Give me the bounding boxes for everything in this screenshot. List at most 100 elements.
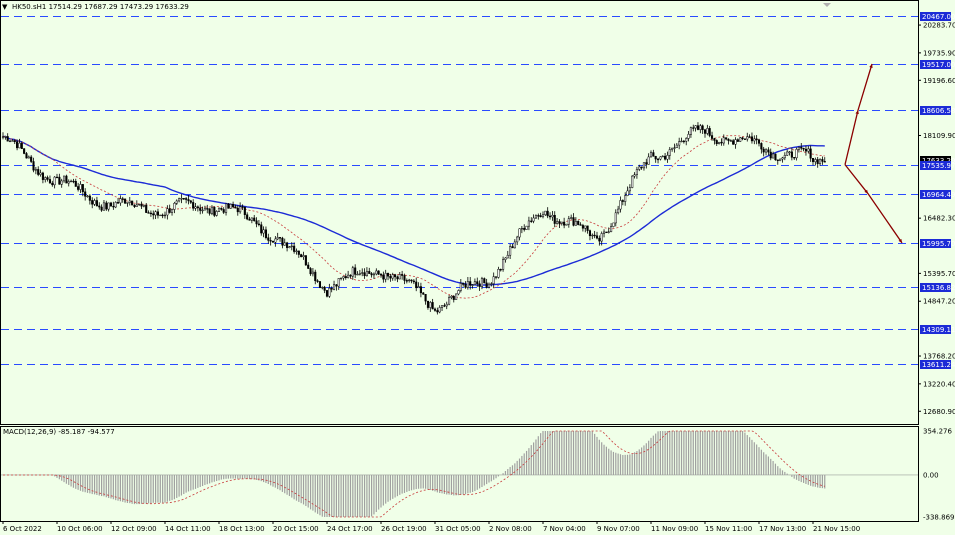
- candle-body: [79, 184, 82, 190]
- candle-body: [156, 211, 160, 216]
- candle-body: [452, 296, 455, 300]
- candle-body: [206, 208, 209, 210]
- level-label: 16964.49: [922, 191, 955, 199]
- candle-body: [781, 157, 784, 160]
- candle-body: [178, 198, 181, 202]
- candle-body: [274, 238, 277, 243]
- candle-body: [466, 281, 469, 288]
- candle-body: [27, 156, 30, 159]
- candle-body: [750, 136, 754, 142]
- candle-body: [459, 283, 462, 291]
- candle-body: [790, 151, 793, 158]
- candle-body: [107, 202, 110, 210]
- time-tick-label: 10 Oct 06:00: [57, 525, 103, 533]
- candle-body: [375, 270, 378, 275]
- candle-body: [340, 277, 343, 280]
- candle-body: [297, 250, 300, 255]
- arrowhead-icon: [855, 110, 859, 115]
- candle-body: [786, 151, 789, 156]
- candle-body: [494, 276, 498, 278]
- time-tick-label: 15 Nov 11:00: [705, 525, 752, 533]
- candle-body: [551, 214, 554, 218]
- candle-body: [548, 215, 552, 218]
- forecast-arrows[interactable]: [844, 63, 903, 244]
- price-tick-label: 19196.60: [923, 77, 955, 85]
- candle-body: [811, 158, 815, 163]
- candle-body: [51, 182, 54, 186]
- level-label: 13611.24: [922, 361, 955, 369]
- candle-body: [60, 180, 63, 185]
- candle-body: [185, 198, 188, 200]
- candle-body: [640, 166, 643, 169]
- candle-body: [112, 205, 115, 208]
- candle-body: [248, 218, 251, 221]
- candle-body: [821, 159, 824, 162]
- candle-body: [382, 274, 385, 280]
- macd-tick-label: 354.276: [923, 428, 952, 436]
- candle-body: [67, 181, 70, 184]
- candle-body: [194, 206, 197, 209]
- candle-body: [152, 213, 155, 216]
- candle-body: [546, 210, 549, 217]
- candle-body: [729, 140, 732, 142]
- candle-body: [725, 137, 728, 140]
- candle-body: [591, 234, 594, 237]
- candle-body: [295, 250, 298, 252]
- candle-body: [553, 214, 556, 224]
- candle-body: [65, 175, 68, 184]
- candle-body: [114, 202, 117, 208]
- candle-body: [257, 223, 260, 225]
- candle-body: [448, 297, 451, 305]
- candle-body: [328, 287, 331, 297]
- candle-body: [746, 136, 749, 140]
- candle-body: [278, 237, 282, 239]
- level-label-box: [920, 156, 951, 165]
- time-tick-label: 12 Oct 09:00: [111, 525, 157, 533]
- candle-body: [795, 149, 798, 159]
- candle-body: [457, 290, 460, 295]
- level-label-box: [920, 190, 951, 199]
- candle-body: [30, 156, 33, 162]
- candle-body: [293, 245, 296, 252]
- candle-body: [720, 141, 723, 144]
- candles: [1, 122, 826, 315]
- candle-body: [769, 151, 772, 159]
- collapse-arrow-icon[interactable]: ▼: [2, 3, 8, 11]
- macd-tick-label: 0.00: [923, 471, 939, 479]
- candle-body: [8, 140, 12, 143]
- candle-body: [595, 235, 599, 239]
- shift-marker-icon[interactable]: [823, 3, 831, 7]
- macd-label: MACD(12,26,9) -85.187 -94.577: [3, 428, 115, 436]
- candle-body: [196, 206, 199, 209]
- macd-tick-label: -338.869: [923, 514, 954, 522]
- candle-body: [664, 155, 667, 160]
- price-tick-label: 20283.70: [923, 22, 955, 30]
- candle-body: [586, 225, 589, 231]
- candle-body: [438, 307, 441, 313]
- candle-body: [300, 254, 303, 258]
- candle-body: [227, 203, 230, 209]
- candle-body: [614, 212, 617, 224]
- arrowhead-icon: [869, 64, 873, 68]
- candle-body: [37, 169, 40, 175]
- candle-body: [802, 147, 805, 150]
- level-label-box: [920, 283, 951, 292]
- candle-body: [239, 206, 242, 213]
- candle-body: [105, 202, 108, 210]
- candle-body: [342, 276, 345, 279]
- candle-body: [600, 233, 603, 242]
- candle-body: [72, 180, 75, 183]
- candle-body: [696, 125, 700, 130]
- candle-body: [819, 159, 822, 164]
- candle-body: [363, 272, 366, 277]
- candle-body: [379, 274, 383, 276]
- candle-body: [793, 157, 796, 159]
- candle-body: [396, 276, 399, 280]
- candle-body: [490, 283, 493, 285]
- price-tick-label: 18109.90: [923, 132, 955, 140]
- candle-body: [635, 169, 638, 175]
- level-label: 15995.70: [922, 240, 955, 248]
- level-label: 20467.00: [922, 13, 955, 21]
